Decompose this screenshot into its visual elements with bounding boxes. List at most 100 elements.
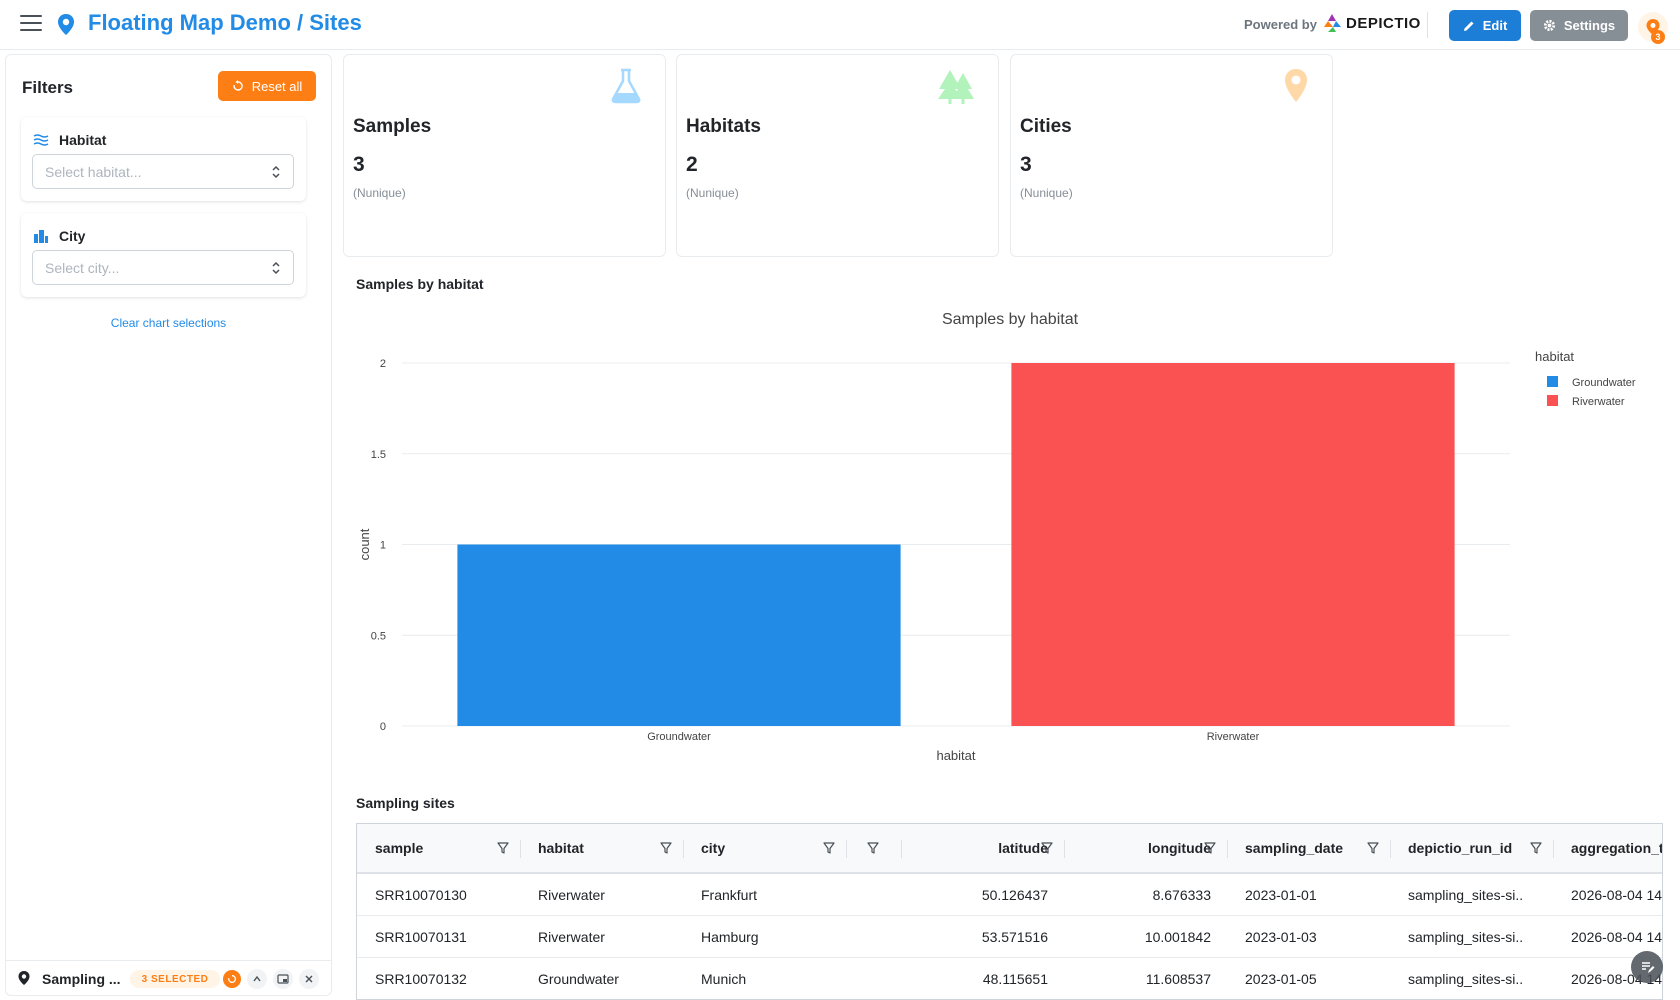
column-separator[interactable]	[1390, 840, 1391, 858]
bar-chart: Samples by habitat 0 0.5 1 1.5 2 Groundwater Ri…	[347, 298, 1677, 768]
filter-icon[interactable]	[1529, 841, 1543, 855]
filter-icon[interactable]	[1366, 841, 1380, 855]
y-tick-label: 0	[380, 721, 386, 733]
edit-button[interactable]: Edit	[1449, 10, 1521, 41]
table-cell: sampling_sites-si...	[1408, 970, 1523, 987]
reset-all-button[interactable]: Reset all	[218, 71, 316, 101]
bar-groundwater[interactable]	[457, 544, 901, 727]
window-icon	[277, 974, 289, 984]
x-tick-label: Groundwater	[647, 731, 711, 743]
picture-in-picture-button[interactable]	[273, 969, 293, 989]
column-separator[interactable]	[901, 840, 902, 858]
table-cell: 50.126437	[981, 886, 1048, 903]
column-separator[interactable]	[1227, 840, 1228, 858]
metric-value: 3	[353, 153, 365, 176]
clear-chart-selections-link[interactable]: Clear chart selections	[110, 316, 227, 330]
habitat-filter: Habitat Select habitat...	[21, 117, 306, 201]
column-header[interactable]: habitat	[538, 840, 584, 856]
table-cell: Groundwater	[538, 970, 619, 987]
table-cell: SRR10070132	[375, 970, 467, 987]
collapse-button[interactable]	[247, 969, 267, 989]
notification-badge: 3	[1651, 30, 1665, 44]
floating-map-title[interactable]: Sampling ...	[42, 971, 121, 987]
column-header[interactable]: longitude	[1148, 840, 1211, 856]
reset-all-label: Reset all	[251, 78, 303, 94]
filter-icon[interactable]	[496, 841, 510, 855]
city-filter: City Select city...	[21, 213, 306, 297]
clear-selection-button[interactable]	[223, 970, 241, 988]
metric-title: Habitats	[686, 116, 761, 137]
powered-by-label: Powered by	[1244, 17, 1317, 32]
legend-swatch[interactable]	[1547, 395, 1558, 406]
metric-note: (Nunique)	[686, 186, 739, 200]
metric-value: 2	[686, 153, 698, 176]
column-separator[interactable]	[520, 840, 521, 858]
metric-card-samples: Samples 3 (Nunique)	[343, 54, 666, 257]
pencil-icon	[1463, 21, 1474, 31]
notes-icon	[1642, 962, 1655, 973]
column-header[interactable]: depictio_run_id	[1408, 840, 1513, 856]
table-section-title: Sampling sites	[356, 795, 455, 811]
bar-riverwater[interactable]	[1011, 363, 1455, 726]
filter-icon[interactable]	[1203, 841, 1217, 855]
table-cell: Riverwater	[538, 886, 605, 903]
habitat-select[interactable]: Select habitat...	[32, 154, 294, 189]
table-cell	[864, 916, 871, 957]
chevron-up-icon	[253, 975, 261, 982]
filter-icon[interactable]	[866, 841, 880, 855]
filter-icon[interactable]	[1040, 841, 1054, 855]
y-tick-label: 1.5	[371, 449, 386, 461]
legend-item[interactable]: Groundwater	[1572, 377, 1636, 389]
table-cell: Munich	[701, 970, 747, 987]
settings-button[interactable]: Settings	[1530, 10, 1628, 41]
legend-swatch[interactable]	[1547, 376, 1558, 387]
table-row[interactable]: SRR10070131 Riverwater Hamburg 53.571516 10.…	[357, 916, 1663, 958]
sampling-sites-table: sample habitat city latitude longitude sampli…	[356, 823, 1663, 1000]
table-cell	[864, 958, 871, 999]
page-title: Floating Map Demo / Sites	[88, 10, 362, 35]
menu-icon[interactable]	[20, 15, 42, 33]
settings-label: Settings	[1563, 18, 1616, 33]
column-separator[interactable]	[1553, 840, 1554, 858]
column-separator[interactable]	[1064, 840, 1065, 858]
table-row[interactable]: SRR10070130 Riverwater Frankfurt 50.126437 8…	[357, 874, 1663, 916]
notes-button[interactable]	[1631, 951, 1663, 983]
column-separator[interactable]	[846, 840, 847, 858]
table-cell: 11.608537	[1145, 970, 1211, 987]
filter-icon[interactable]	[822, 841, 836, 855]
y-axis-label: count	[357, 528, 372, 560]
x-tick-label: Riverwater	[1207, 731, 1260, 743]
y-tick-label: 1	[380, 540, 386, 552]
table-cell: 2026-08-04 14:1...	[1571, 886, 1663, 903]
legend-item[interactable]: Riverwater	[1572, 396, 1625, 408]
edit-label: Edit	[1482, 18, 1508, 33]
column-header[interactable]: city	[701, 840, 726, 856]
city-placeholder: Select city...	[45, 260, 120, 276]
table-cell: 2023-01-05	[1245, 970, 1317, 987]
table-row[interactable]: SRR10070132 Groundwater Munich 48.115651 11.…	[357, 958, 1662, 999]
city-select[interactable]: Select city...	[32, 250, 294, 285]
filter-icon[interactable]	[659, 841, 673, 855]
close-button[interactable]	[299, 969, 319, 989]
x-axis-label: habitat	[936, 748, 975, 763]
map-pin-icon	[1285, 69, 1307, 102]
table-cell: SRR10070131	[375, 928, 467, 945]
column-header[interactable]: sampling_date	[1245, 840, 1344, 856]
column-header[interactable]: aggregation_ti...	[1571, 840, 1662, 856]
table-cell: sampling_sites-si...	[1408, 928, 1523, 945]
gear-icon	[1543, 19, 1555, 32]
table-cell: 10.001842	[1144, 928, 1211, 945]
table-cell: Riverwater	[538, 928, 605, 945]
chart-canvas[interactable]: Samples by habitat 0 0.5 1 1.5 2 Groundwater Ri…	[347, 298, 1677, 768]
habitat-placeholder: Select habitat...	[45, 164, 142, 180]
city-label: City	[59, 228, 86, 244]
table-cell: 8.676333	[1152, 886, 1211, 903]
reset-icon	[228, 974, 236, 983]
brand-logo[interactable]: DEPICTIO	[1322, 13, 1421, 33]
column-header[interactable]: sample	[375, 840, 424, 856]
flask-icon	[611, 68, 641, 104]
column-separator[interactable]	[683, 840, 684, 858]
column-header[interactable]: latitude	[998, 840, 1048, 856]
brand-name: DEPICTIO	[1346, 14, 1421, 32]
table-cell: 2026-08-04 14:1...	[1571, 928, 1663, 945]
